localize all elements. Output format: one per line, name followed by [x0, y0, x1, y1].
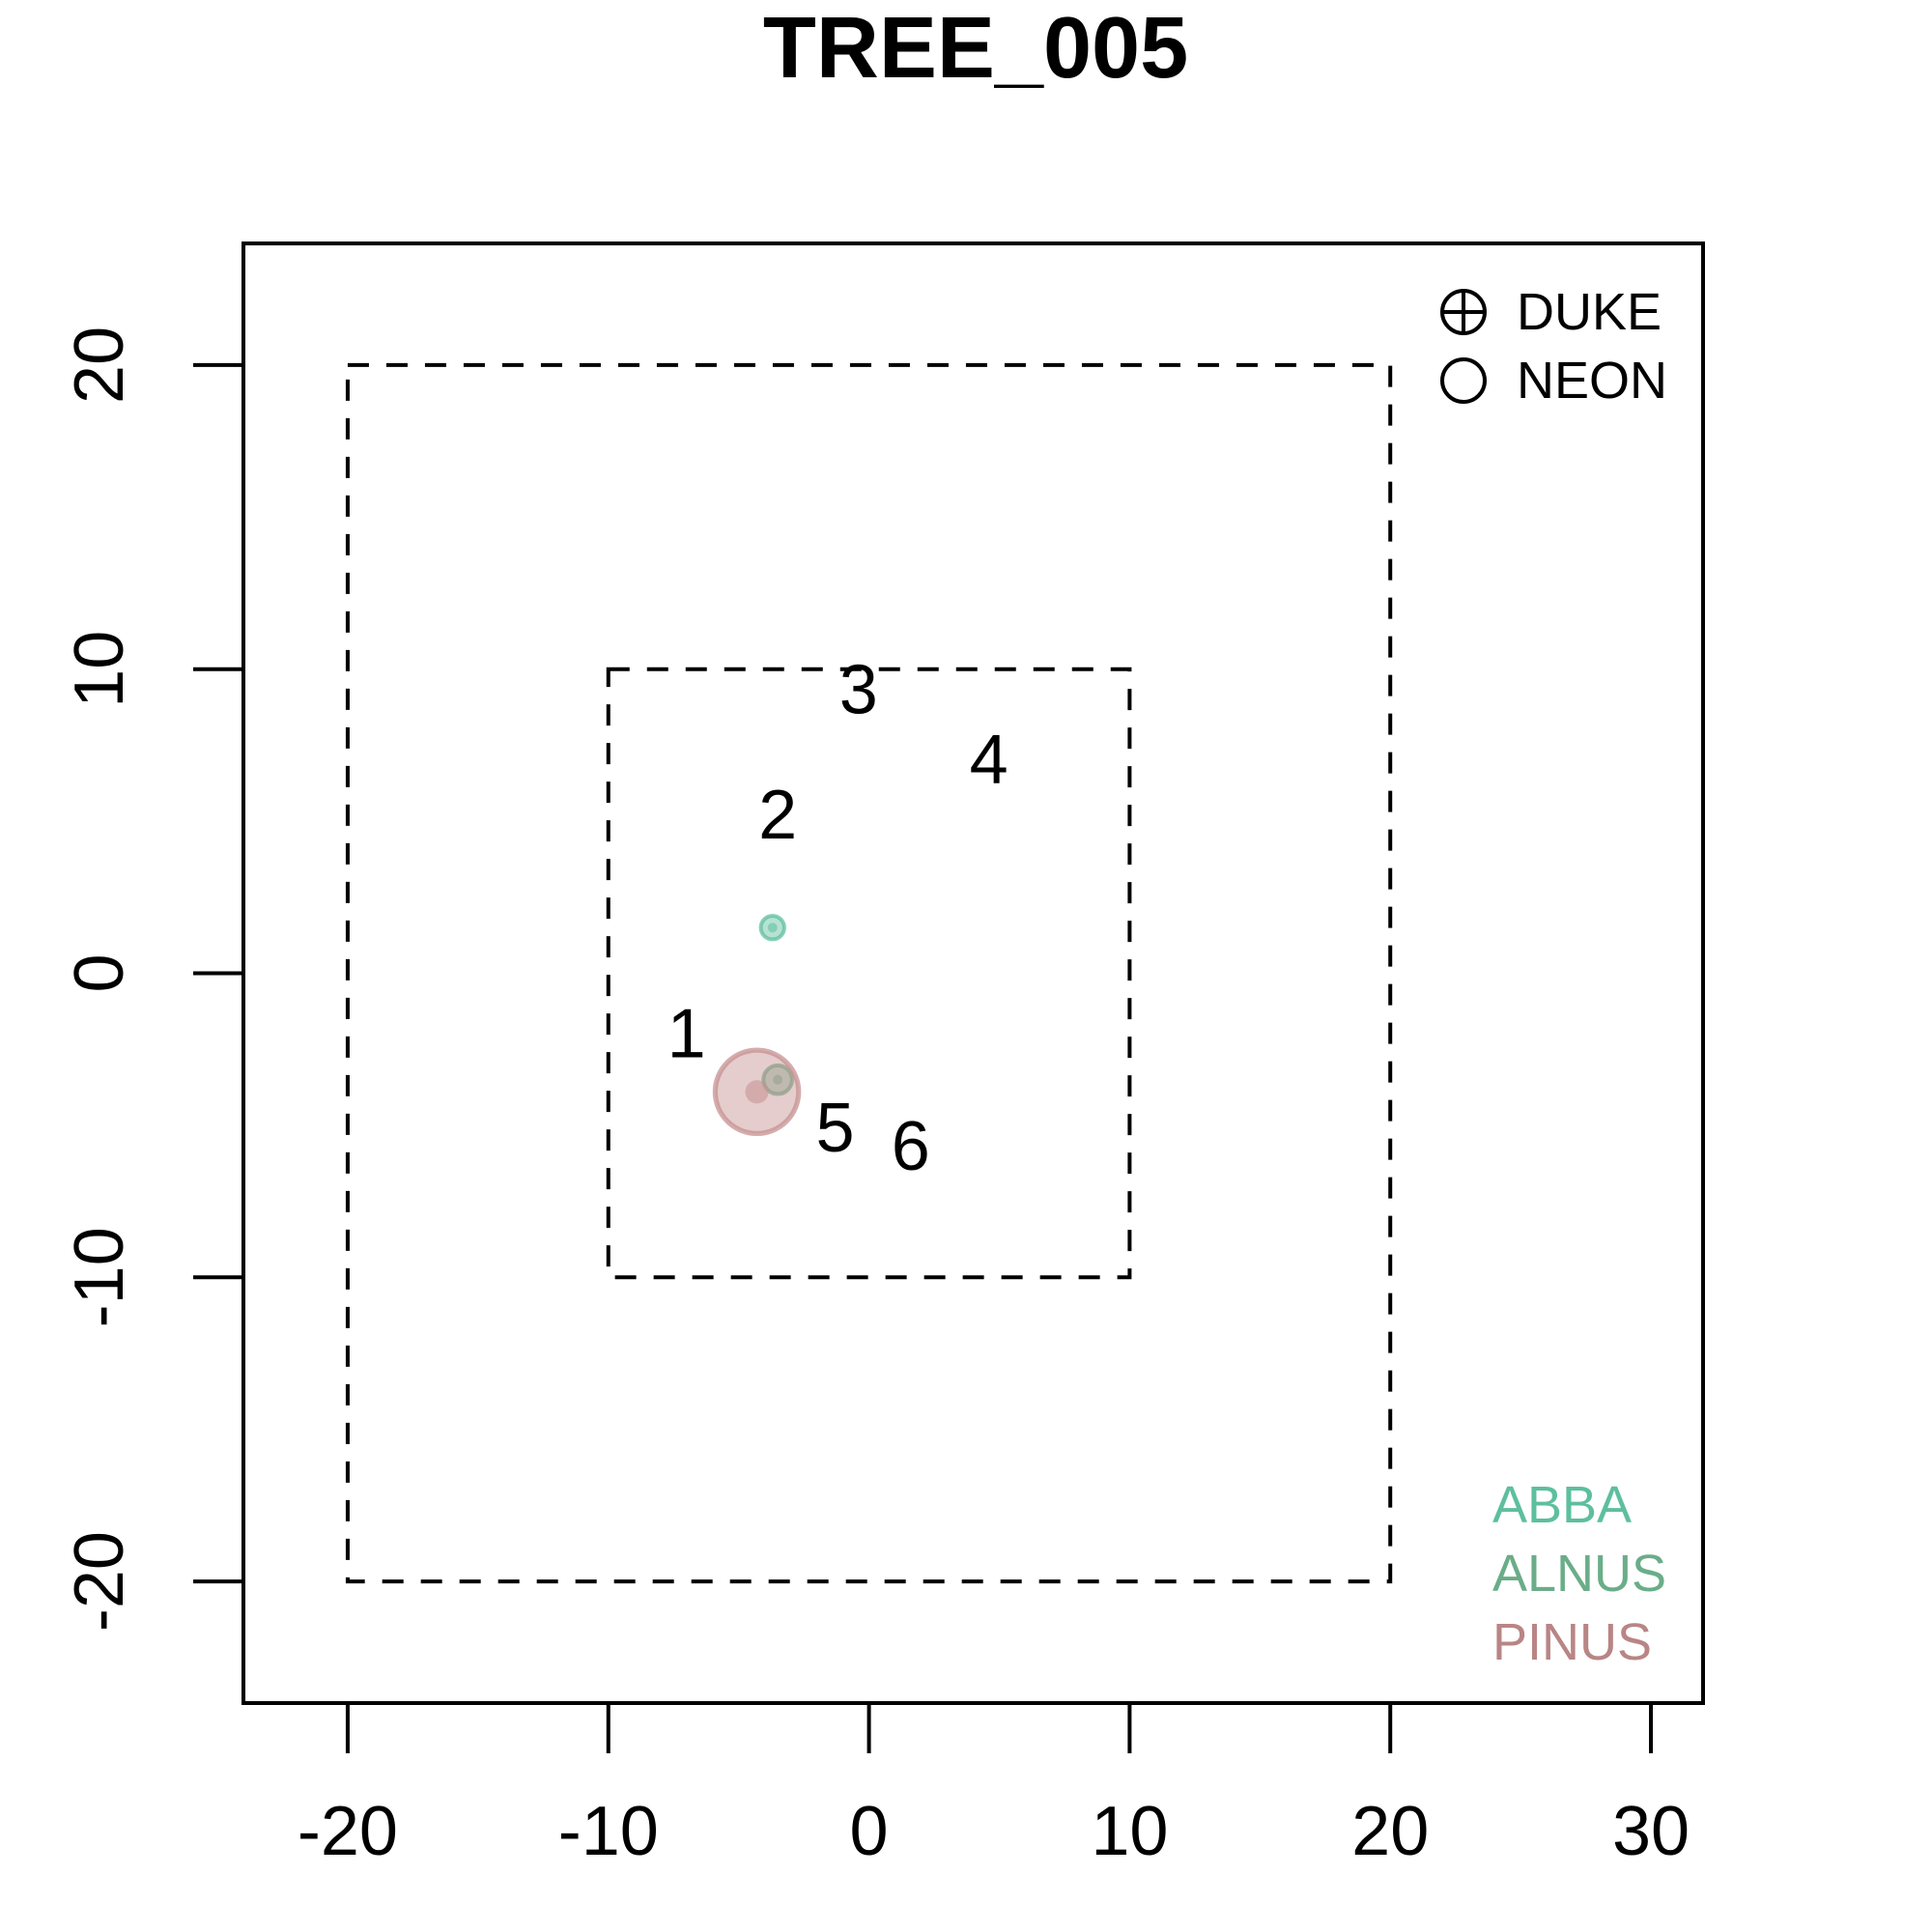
y-tick-label: 20 — [61, 327, 138, 404]
legend-label: NEON — [1517, 352, 1667, 410]
y-axis: -20 -10 0 10 20 — [61, 327, 243, 1632]
point-labels: 1 23 4 5 6 — [668, 652, 1009, 1185]
species-label: ALNUS — [1492, 1545, 1666, 1603]
x-tick-label: -20 — [298, 1793, 398, 1870]
legend-source: DUKE NEON — [1440, 283, 1667, 410]
plot-frame — [242, 242, 1705, 1705]
point-alnus-center — [773, 1074, 783, 1085]
point-label: 3 — [839, 652, 878, 729]
point-label: 6 — [892, 1108, 930, 1185]
x-tick-label: 30 — [1612, 1793, 1690, 1870]
x-axis: -20 -10 0 10 20 30 — [298, 1703, 1690, 1870]
chart-title: TREE_005 — [763, 0, 1188, 97]
y-tick-label: -20 — [61, 1531, 138, 1632]
point-label: 4 — [970, 722, 1009, 799]
x-tick-label: 10 — [1091, 1793, 1168, 1870]
legend-label: DUKE — [1517, 283, 1662, 341]
x-tick-label: -10 — [558, 1793, 659, 1870]
x-tick-label: 20 — [1351, 1793, 1429, 1870]
species-label: PINUS — [1492, 1613, 1652, 1671]
outer-plot-rect — [345, 362, 1393, 1584]
legend-marker-circle — [1440, 357, 1487, 404]
y-tick-label: 10 — [61, 631, 138, 708]
point-label: 1 — [668, 995, 706, 1072]
legend-species: ABBA ALNUS PINUS — [1492, 1476, 1666, 1671]
tree-points — [712, 914, 802, 1137]
inner-plot-rect — [606, 667, 1132, 1280]
x-tick-label: 0 — [850, 1793, 889, 1870]
plot-rectangles — [345, 362, 1393, 1584]
y-tick-label: 0 — [61, 953, 138, 992]
point-label: 2 — [758, 777, 797, 854]
point-label: 5 — [815, 1090, 854, 1167]
species-label: ABBA — [1492, 1476, 1632, 1534]
y-tick-label: -10 — [61, 1227, 138, 1327]
point-pinus-center — [745, 1080, 769, 1104]
point-abba-center — [767, 923, 778, 933]
